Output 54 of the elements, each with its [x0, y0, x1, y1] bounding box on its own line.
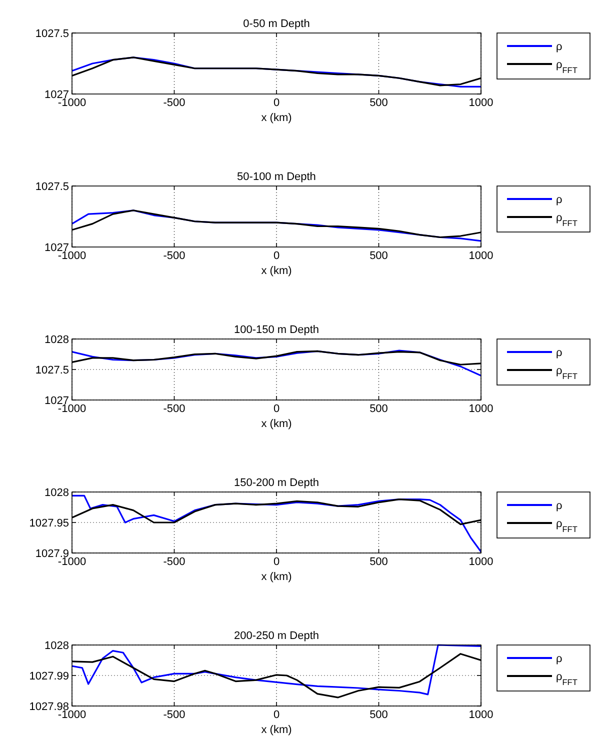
x-tick-label: -1000	[58, 403, 86, 415]
chart-title: 100-150 m Depth	[234, 324, 319, 336]
x-tick-label: 1000	[468, 403, 494, 415]
x-tick-label: -1000	[58, 97, 86, 109]
x-axis-title: x (km)	[261, 112, 292, 124]
y-tick-label: 1027.5	[35, 28, 69, 40]
x-tick-label: 1000	[468, 556, 494, 568]
x-tick-label: 1000	[468, 709, 494, 721]
y-tick-label: 1027.95	[29, 518, 69, 530]
legend-label: ρ$_{FFT}$	[556, 59, 578, 74]
y-tick-label: 1028	[44, 487, 69, 499]
x-tick-label: 1000	[468, 250, 494, 262]
chart-title: 200-250 m Depth	[234, 630, 319, 642]
x-tick-label: 0	[273, 709, 280, 721]
x-axis-title: x (km)	[261, 418, 292, 430]
x-tick-label: 0	[273, 556, 280, 568]
chart-title: 50-100 m Depth	[237, 171, 316, 183]
legend-label: ρ$_{FFT}$	[556, 518, 578, 534]
legend-label: ρ	[556, 194, 562, 206]
x-tick-label: 0	[273, 97, 280, 109]
y-tick-label: 1027.99	[29, 670, 69, 682]
x-axis-title: x (km)	[261, 265, 292, 277]
x-tick-label: -1000	[58, 709, 86, 721]
legend-label: ρ	[556, 653, 562, 665]
x-axis-title: x (km)	[261, 724, 292, 736]
x-tick-label: -500	[163, 556, 186, 568]
x-tick-label: -500	[163, 97, 186, 109]
x-tick-label: -500	[163, 709, 186, 721]
x-tick-label: 0	[273, 250, 280, 262]
x-tick-label: 500	[370, 556, 388, 568]
legend-label: ρ$_{FFT}$	[556, 671, 578, 686]
x-axis-title: x (km)	[261, 571, 292, 583]
x-tick-label: 0	[273, 403, 280, 415]
y-tick-label: 1027.5	[35, 364, 69, 376]
y-tick-label: 1028	[44, 640, 69, 652]
x-tick-label: -500	[163, 250, 186, 262]
x-tick-label: 500	[370, 403, 388, 415]
legend-label: ρ	[556, 500, 562, 512]
line-series	[72, 494, 481, 553]
legend-label: ρ$_{FFT}$	[556, 212, 578, 228]
legend-label: ρ$_{FFT}$	[556, 365, 578, 380]
chart-title: 0-50 m Depth	[243, 18, 310, 30]
x-tick-label: 500	[370, 250, 388, 262]
y-tick-label: 1028	[44, 334, 69, 346]
chart-title: 150-200 m Depth	[234, 477, 319, 489]
x-tick-label: -500	[163, 403, 186, 415]
x-tick-label: 1000	[468, 97, 494, 109]
x-tick-label: -1000	[58, 250, 86, 262]
x-tick-label: 500	[370, 97, 388, 109]
y-tick-label: 1027.5	[35, 181, 69, 193]
x-tick-label: 500	[370, 709, 388, 721]
legend-label: ρ	[556, 41, 562, 53]
x-tick-label: -1000	[58, 556, 86, 568]
legend-label: ρ	[556, 347, 562, 359]
